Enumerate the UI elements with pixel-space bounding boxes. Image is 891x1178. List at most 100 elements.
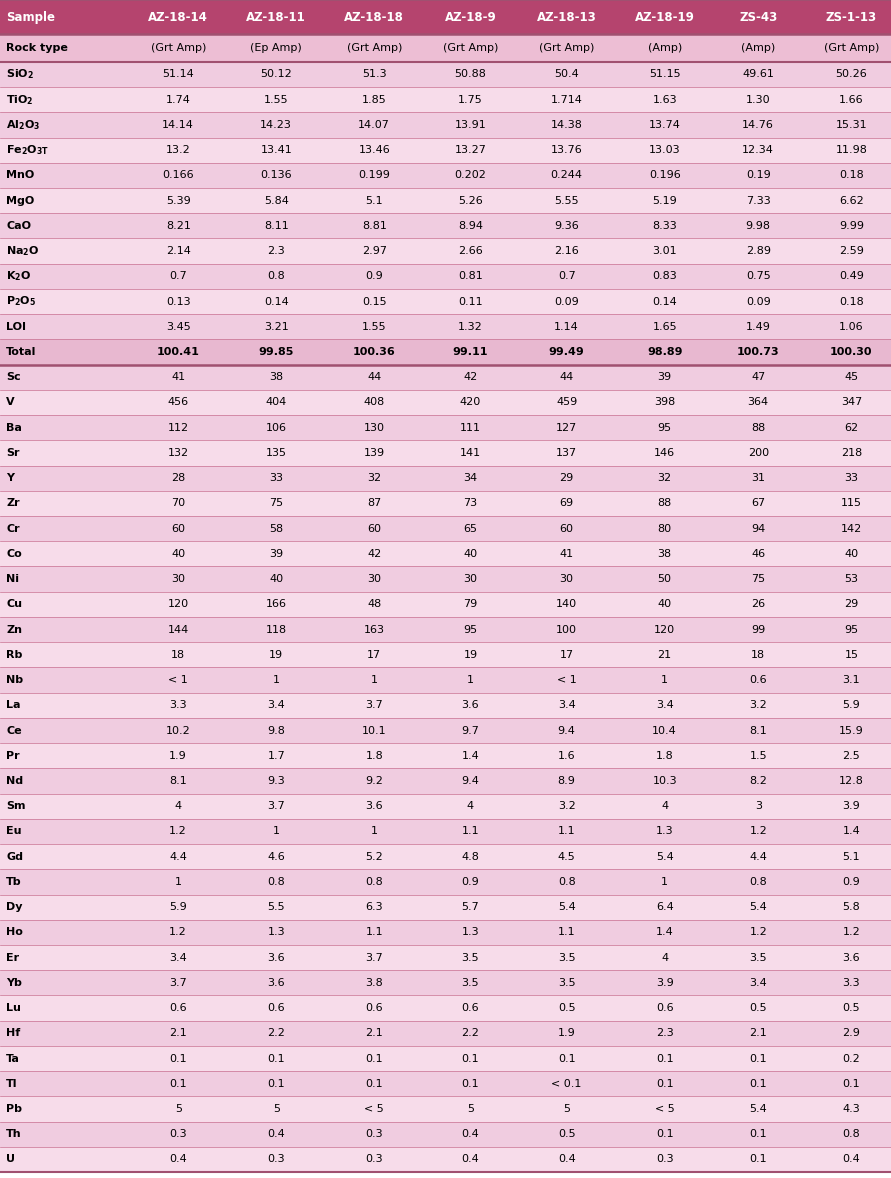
Text: 47: 47 [751, 372, 765, 382]
Text: 2.3: 2.3 [656, 1028, 674, 1038]
Bar [714, 541, 803, 567]
Bar [714, 163, 803, 188]
Bar [423, 617, 518, 642]
Text: 5.84: 5.84 [264, 196, 289, 206]
Bar [714, 1046, 803, 1071]
Text: 14.76: 14.76 [742, 120, 774, 130]
Text: 8.2: 8.2 [749, 776, 767, 786]
Bar [714, 894, 803, 920]
Text: 1.2: 1.2 [749, 927, 767, 938]
Text: Tb: Tb [6, 876, 22, 887]
Text: 94: 94 [751, 524, 765, 534]
Bar [518, 289, 616, 315]
Text: 163: 163 [364, 624, 385, 635]
Text: 3.6: 3.6 [365, 801, 383, 812]
Bar [0, 112, 129, 138]
Text: 1.714: 1.714 [551, 94, 583, 105]
Bar [423, 894, 518, 920]
Bar [129, 163, 227, 188]
Text: 41: 41 [560, 549, 574, 558]
Bar [227, 642, 325, 668]
Text: AZ-18-9: AZ-18-9 [445, 11, 496, 24]
Bar [714, 845, 803, 869]
Text: $\mathregular{Na_2O}$: $\mathregular{Na_2O}$ [6, 244, 40, 258]
Bar [0, 971, 129, 995]
Bar [423, 693, 518, 717]
Text: 112: 112 [168, 423, 189, 432]
Bar [129, 1121, 227, 1147]
Text: 0.1: 0.1 [749, 1130, 767, 1139]
Bar [227, 441, 325, 465]
Text: 0.6: 0.6 [267, 1004, 285, 1013]
Text: 9.4: 9.4 [462, 776, 479, 786]
Bar [616, 995, 714, 1020]
Text: 11.98: 11.98 [836, 145, 867, 155]
Bar [129, 1071, 227, 1097]
Bar [714, 995, 803, 1020]
Bar [803, 945, 891, 971]
Text: 135: 135 [266, 448, 287, 458]
Bar [803, 315, 891, 339]
Bar [129, 112, 227, 138]
Bar [803, 264, 891, 289]
Bar [714, 213, 803, 238]
Text: 139: 139 [364, 448, 385, 458]
Text: 4: 4 [661, 801, 668, 812]
Text: 144: 144 [168, 624, 189, 635]
Text: 1.75: 1.75 [458, 94, 483, 105]
Bar [227, 869, 325, 894]
Bar [0, 1147, 129, 1172]
Text: 26: 26 [751, 600, 765, 609]
Text: 0.1: 0.1 [656, 1079, 674, 1088]
Text: 141: 141 [460, 448, 481, 458]
Bar [518, 87, 616, 112]
Text: 3.4: 3.4 [169, 953, 187, 962]
Text: 29: 29 [560, 474, 574, 483]
Text: 4.5: 4.5 [558, 852, 576, 861]
Bar [616, 516, 714, 541]
Bar [616, 315, 714, 339]
Bar [423, 315, 518, 339]
Text: 1.06: 1.06 [839, 322, 863, 332]
Bar [325, 1147, 423, 1172]
Bar [714, 264, 803, 289]
Bar [423, 365, 518, 390]
Text: MnO: MnO [6, 171, 35, 180]
Text: 95: 95 [463, 624, 478, 635]
Text: 0.15: 0.15 [362, 297, 387, 306]
Text: 3.5: 3.5 [462, 953, 479, 962]
Bar [227, 415, 325, 441]
Bar [423, 668, 518, 693]
Text: 30: 30 [367, 574, 381, 584]
Text: 9.36: 9.36 [554, 220, 579, 231]
Bar [423, 1046, 518, 1071]
Bar [616, 617, 714, 642]
Bar [803, 365, 891, 390]
Text: 0.1: 0.1 [749, 1053, 767, 1064]
Text: $\mathregular{Al_2O_3}$: $\mathregular{Al_2O_3}$ [6, 118, 41, 132]
Bar [227, 794, 325, 819]
Bar [423, 238, 518, 264]
Text: 3.6: 3.6 [267, 978, 285, 988]
Text: Total: Total [6, 348, 37, 357]
Text: 0.4: 0.4 [462, 1130, 479, 1139]
Text: Ce: Ce [6, 726, 22, 735]
Text: 13.41: 13.41 [260, 145, 292, 155]
Text: 1.14: 1.14 [554, 322, 579, 332]
Bar [0, 138, 129, 163]
Bar [518, 1071, 616, 1097]
Bar [714, 693, 803, 717]
Bar [518, 0, 616, 34]
Text: 95: 95 [658, 423, 672, 432]
Bar [0, 491, 129, 516]
Bar [616, 339, 714, 365]
Bar [616, 365, 714, 390]
Text: 140: 140 [556, 600, 577, 609]
Text: 115: 115 [841, 498, 862, 509]
Bar [227, 516, 325, 541]
Text: 0.9: 0.9 [365, 271, 383, 282]
Bar [803, 920, 891, 945]
Text: Cr: Cr [6, 524, 20, 534]
Bar [227, 34, 325, 61]
Text: 0.136: 0.136 [260, 171, 292, 180]
